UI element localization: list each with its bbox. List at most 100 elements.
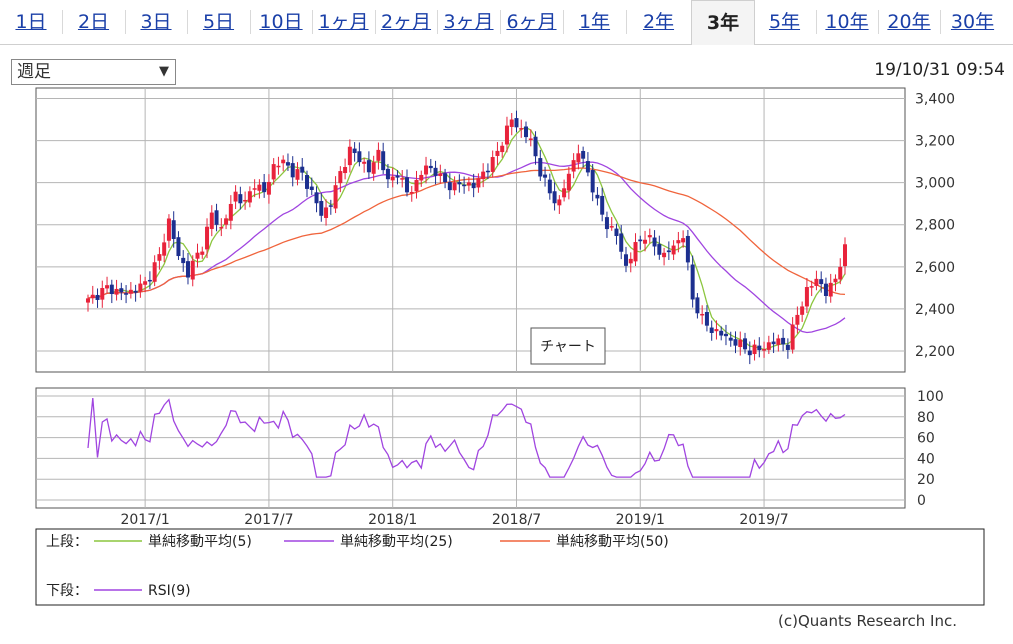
- tab-4[interactable]: 5日: [202, 11, 235, 33]
- rsi-tick-label: 40: [917, 451, 935, 467]
- candle-body: [804, 287, 809, 307]
- candle-body: [266, 181, 271, 195]
- tab-separator: [125, 10, 126, 34]
- candle-body: [604, 217, 609, 230]
- candle-body: [581, 150, 586, 159]
- candle-body: [419, 174, 424, 181]
- candle-body: [138, 283, 143, 292]
- candle-body: [328, 205, 333, 207]
- price-tick-label: 3,000: [915, 176, 955, 192]
- candle-body: [490, 157, 495, 172]
- candle-body: [252, 188, 257, 190]
- candle-body: [224, 218, 229, 225]
- candle-body: [781, 337, 786, 345]
- candle-body: [305, 175, 310, 189]
- tab-11[interactable]: 2年: [642, 11, 675, 33]
- candle-body: [414, 179, 419, 192]
- candle-body: [619, 233, 624, 252]
- tab-1[interactable]: 1日: [15, 11, 47, 33]
- candle-body: [176, 237, 181, 257]
- tab-separator: [626, 10, 627, 34]
- candle-body: [671, 245, 676, 255]
- legend-ma25-label: 単純移動平均(25): [340, 534, 453, 550]
- candle-body: [119, 288, 124, 293]
- period-tabs: 1日 2日 3日 5日 10日 1ヶ月 2ヶ月 3ヶ月 6ヶ月 1年 2年 3年 5年 10年 20年 30年: [0, 0, 1013, 45]
- candle-body: [524, 126, 529, 138]
- candle-body: [823, 283, 828, 296]
- x-tick-label: 2019/1: [616, 512, 665, 528]
- period-select[interactable]: 週足 ▼: [11, 59, 176, 85]
- tab-7[interactable]: 2ヶ月: [380, 11, 432, 33]
- candle-body: [238, 194, 243, 204]
- candle-body: [95, 294, 100, 300]
- rsi-tick-label: 20: [917, 472, 935, 488]
- candle-body: [747, 350, 752, 356]
- period-select-value: 週足: [17, 62, 51, 82]
- candle-body: [281, 159, 286, 164]
- candle-body: [257, 184, 262, 191]
- candle-body: [233, 191, 238, 202]
- tab-10[interactable]: 1年: [578, 11, 611, 33]
- candle-body: [633, 242, 638, 262]
- candle-body: [752, 344, 757, 355]
- candle-body: [390, 176, 395, 181]
- candle-body: [800, 306, 805, 315]
- candle-body: [195, 252, 200, 259]
- candle-body: [733, 339, 738, 346]
- x-tick-label: 2017/7: [244, 512, 293, 528]
- candle-body: [652, 237, 657, 247]
- legend-box: [35, 528, 985, 606]
- tab-9[interactable]: 6ヶ月: [506, 11, 557, 33]
- candle-body: [262, 182, 267, 193]
- candle-body: [643, 239, 648, 244]
- candle-body: [728, 337, 733, 341]
- rsi-tick-label: 100: [917, 389, 944, 405]
- candle-body: [333, 185, 338, 209]
- candle-body: [685, 235, 690, 263]
- candle-body: [576, 153, 581, 163]
- candle-body: [276, 165, 281, 168]
- candle-body: [681, 238, 686, 243]
- tab-14[interactable]: 10年: [825, 11, 869, 33]
- tab-3[interactable]: 3日: [140, 11, 172, 33]
- tab-8[interactable]: 3ヶ月: [443, 11, 494, 33]
- candle-body: [647, 235, 652, 238]
- legend-rsi-label: RSI(9): [148, 583, 191, 599]
- candle-body: [585, 161, 590, 173]
- rsi-panel-frame: [35, 387, 906, 509]
- candle-body: [809, 286, 814, 288]
- candle-body: [762, 349, 767, 351]
- tab-13[interactable]: 5年: [768, 11, 801, 33]
- tab-15[interactable]: 20年: [887, 11, 931, 33]
- candle-body: [657, 244, 662, 255]
- candle-body: [595, 194, 600, 199]
- tab-12[interactable]: 3年: [691, 0, 755, 45]
- candle-body: [828, 282, 833, 297]
- candle-body: [814, 278, 819, 286]
- candle-body: [147, 279, 152, 282]
- candle-body: [290, 163, 295, 178]
- candle-body: [543, 174, 548, 178]
- candle-body: [538, 158, 543, 177]
- candle-body: [743, 338, 748, 350]
- candle-body: [400, 178, 405, 180]
- candle-body: [547, 179, 552, 194]
- tab-5[interactable]: 10日: [259, 11, 303, 33]
- candle-body: [357, 151, 362, 163]
- rsi-tick-label: 80: [917, 410, 935, 426]
- candle-body: [771, 341, 776, 345]
- tab-6[interactable]: 1ヶ月: [318, 11, 369, 33]
- tab-separator: [563, 10, 564, 34]
- rsi-tick-label: 60: [917, 431, 935, 447]
- candle-body: [143, 281, 148, 285]
- tab-separator: [312, 10, 313, 34]
- tab-2[interactable]: 2日: [77, 11, 110, 33]
- tab-16[interactable]: 30年: [950, 11, 995, 33]
- timestamp: 19/10/31 09:54: [874, 60, 1005, 80]
- candle-body: [495, 150, 500, 156]
- candle-body: [504, 125, 509, 145]
- candle-body: [347, 146, 352, 166]
- price-panel-frame: [35, 87, 906, 373]
- price-tick-label: 2,800: [915, 218, 955, 234]
